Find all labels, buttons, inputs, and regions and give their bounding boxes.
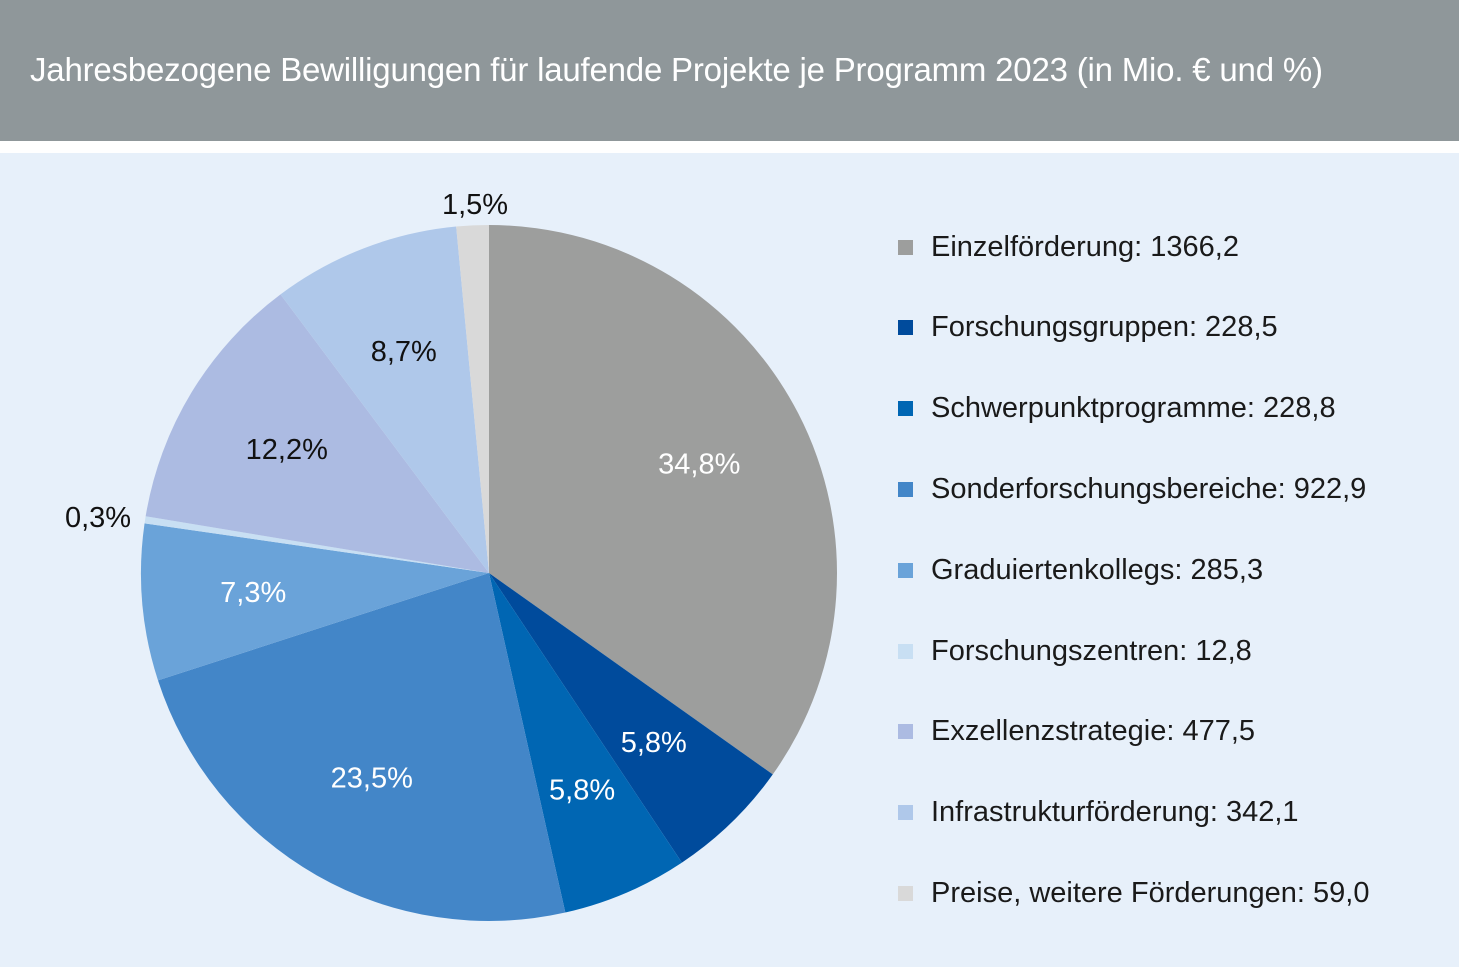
legend-label: Schwerpunktprogramme: 228,8 [931, 392, 1336, 425]
legend-item-3: Schwerpunktprogramme: 228,8 [898, 391, 1336, 427]
legend-swatch [898, 239, 913, 255]
legend-label: Einzelförderung: 1366,2 [931, 230, 1239, 263]
pie-slice-label-9: 1,5% [442, 189, 508, 221]
pie-slice-label-2: 5,8% [621, 727, 687, 759]
legend-item-2: Forschungsgruppen: 228,5 [898, 310, 1278, 346]
pie-slice-label-8: 8,7% [371, 336, 437, 368]
pie-slice-3 [489, 573, 682, 913]
pie-chart: 34,8% 5,8%5,8% 23,5% 7,3% 0,3% 12,2% 8,7% 1,5% [65, 189, 838, 922]
chart-title: Jahresbezogene Bewilligungen für laufend… [30, 51, 1323, 88]
pie-slice-8 [280, 226, 489, 574]
legend-label: Forschungszentren: 12,8 [931, 634, 1252, 667]
legend-swatch [898, 643, 913, 659]
legend-swatch [898, 805, 913, 821]
legend-item-7: Exzellenzstrategie: 477,5 [898, 714, 1255, 750]
legend-swatch [898, 885, 913, 901]
legend-item-8: Infrastrukturförderung: 342,1 [898, 795, 1299, 831]
pie-slice-4 [157, 573, 566, 922]
legend-label: Forschungsgruppen: 228,5 [931, 311, 1278, 344]
pie-slice-2 [489, 573, 773, 863]
legend-label: Sonderforschungsbereiche: 922,9 [931, 472, 1367, 505]
chart-header: Jahresbezogene Bewilligungen für laufend… [0, 0, 1459, 141]
pie-slice-label-3: 5,8% [549, 775, 615, 807]
pie-slice-9 [456, 225, 489, 573]
pie-slice-7 [145, 294, 489, 573]
legend-swatch [898, 724, 913, 740]
pie-slice-6 [144, 516, 489, 573]
pie-slice-label-7: 12,2% [246, 434, 328, 466]
legend-label: Graduiertenkollegs: 285,3 [931, 553, 1264, 586]
legend-label: Infrastrukturförderung: 342,1 [931, 796, 1299, 829]
legend-label: Preise, weitere Förderungen: 59,0 [931, 876, 1370, 909]
chart-panel: 34,8% 5,8% 5,8% 23,5% 7,3% 0,3% 12,2% 8,7% 1,5% … [0, 153, 1459, 967]
legend-item-6: Forschungszentren: 12,8 [898, 633, 1252, 669]
pie-slice-label-4: 23,5% [331, 763, 413, 795]
pie-slice-1 [489, 225, 838, 775]
legend-item-1: Einzelförderung: 1366,2 [898, 229, 1239, 265]
legend-swatch [898, 401, 913, 417]
pie-slice-label-1: 34,8% [658, 448, 740, 480]
legend-item-9: Preise, weitere Förderungen: 59,0 [898, 875, 1369, 911]
legend-swatch [898, 481, 913, 497]
pie-slice-label-5: 7,3% [220, 577, 286, 609]
legend-swatch [898, 320, 913, 336]
legend-label: Exzellenzstrategie: 477,5 [931, 715, 1256, 748]
legend-swatch [898, 562, 913, 578]
pie-slice-label-6: 0,3% [65, 502, 131, 534]
pie-slice-5 [140, 523, 489, 681]
legend-item-4: Sonderforschungsbereiche: 922,9 [898, 471, 1366, 507]
legend-item-5: Graduiertenkollegs: 285,3 [898, 552, 1263, 588]
